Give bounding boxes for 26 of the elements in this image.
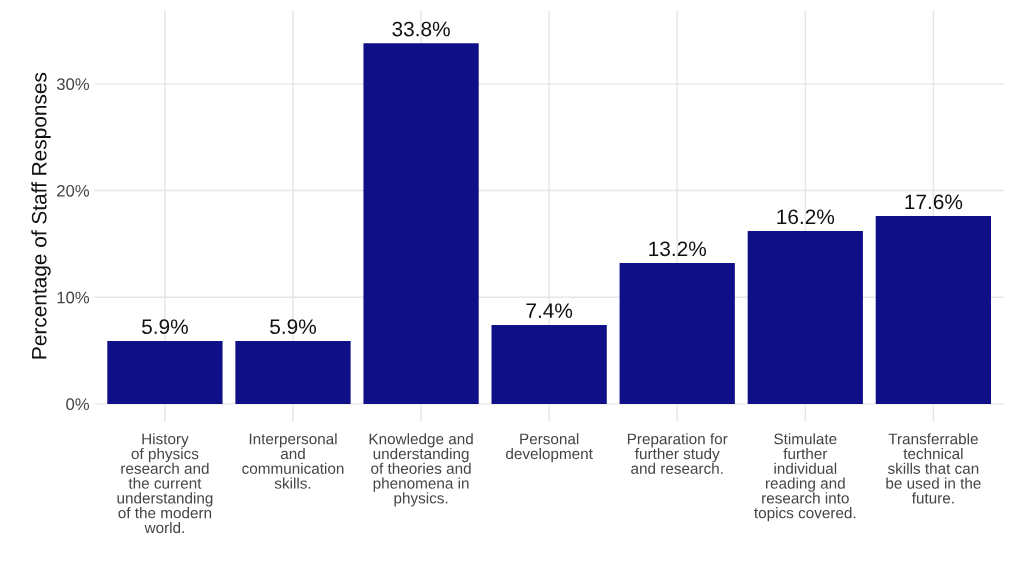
bar: [747, 231, 863, 404]
data-label: 17.6%: [905, 194, 963, 210]
data-label: 5.9%: [270, 319, 316, 335]
y-tick-label: 0%: [66, 398, 90, 411]
x-tick-label: Knowledge and understanding of theories and phenomena in physics.: [369, 433, 473, 507]
bar: [619, 263, 735, 404]
y-tick-label: 30%: [56, 78, 90, 91]
x-tick-label: Preparation for further study and research.: [627, 433, 728, 474]
data-label: 16.2%: [777, 209, 835, 225]
y-axis-title: Percentage of Staff Responses: [31, 72, 51, 359]
data-label: 7.4%: [526, 303, 573, 318]
x-tick-label: Transferrable technical skills that can be used in the future.: [886, 433, 981, 504]
bar: [363, 43, 479, 404]
y-tick-label: 20%: [57, 184, 90, 197]
bar: [875, 216, 991, 404]
data-label: 13.2%: [649, 241, 707, 257]
bar: [491, 324, 607, 404]
x-tick-label: Interpersonal and communication skills.: [242, 433, 344, 489]
x-tick-label: Personal development: [506, 433, 593, 463]
data-label: 5.9%: [142, 319, 188, 335]
x-tick-label: Stimulate further individual reading and research into topics covered.: [754, 433, 856, 522]
bar: [235, 340, 351, 404]
y-tick-label: 10%: [57, 291, 90, 304]
data-label: 33.8%: [392, 21, 450, 37]
bar: [107, 340, 223, 404]
x-tick-label: History of physics research and the current understanding of the modern world.: [117, 433, 213, 534]
